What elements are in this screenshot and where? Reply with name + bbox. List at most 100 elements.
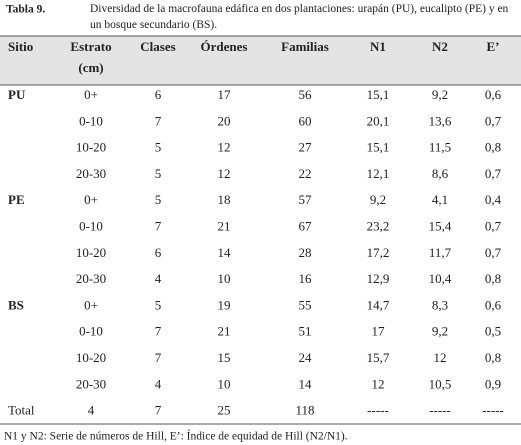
- cell: 0-10: [79, 113, 103, 128]
- cell: 0+: [84, 297, 98, 312]
- cell: 10: [218, 376, 231, 391]
- cell: 4: [155, 271, 162, 286]
- cell: 8,3: [432, 297, 448, 312]
- total-cell: -----: [367, 403, 389, 418]
- cell: 67: [299, 218, 313, 233]
- caption-text: Diversidad de la macrofauna edáfica en d…: [90, 3, 509, 31]
- cell: 0,6: [485, 87, 502, 102]
- cell: 12,1: [367, 166, 390, 181]
- cell: 18: [218, 192, 231, 207]
- cell: 0,8: [485, 140, 501, 155]
- cell: 0,8: [485, 271, 501, 286]
- cell: 5: [155, 166, 162, 181]
- column-header: Sitio: [8, 39, 33, 54]
- cell: 12: [372, 376, 385, 391]
- cell: 20-30: [76, 376, 106, 391]
- caption-box: Diversidad de la macrofauna edáfica en d…: [90, 3, 509, 31]
- cell: 9,2: [432, 324, 448, 339]
- cell: 0-10: [79, 218, 103, 233]
- cell: 24: [299, 350, 313, 365]
- cell: 21: [218, 324, 231, 339]
- site-label: PU: [8, 87, 26, 102]
- cell: 5: [155, 297, 162, 312]
- cell: 14,7: [367, 297, 390, 312]
- header-bg: [0, 36, 521, 85]
- cell: 10,5: [429, 376, 452, 391]
- total-cell: -----: [429, 403, 451, 418]
- cell: 17: [218, 87, 232, 102]
- cell: 20: [218, 113, 231, 128]
- cell: 0,8: [485, 350, 501, 365]
- total-label: Total: [8, 403, 35, 418]
- cell: 7: [155, 218, 162, 233]
- cell: 7: [155, 113, 162, 128]
- cell: 0,9: [485, 376, 501, 391]
- cell: 21: [218, 218, 231, 233]
- column-header: Órdenes: [201, 39, 248, 54]
- cell: 51: [299, 324, 312, 339]
- column-header: N1: [370, 39, 386, 54]
- cell: 12: [218, 140, 231, 155]
- column-header: E’: [487, 39, 500, 54]
- cell: 5: [155, 140, 162, 155]
- cell: 27: [299, 140, 313, 155]
- cell: 57: [299, 192, 313, 207]
- cell: 0-10: [79, 324, 103, 339]
- cell: 17: [372, 324, 386, 339]
- column-header: Estrato: [70, 39, 111, 54]
- cell: 10,4: [429, 271, 452, 286]
- column-header: N2: [432, 39, 448, 54]
- cell: 6: [155, 87, 162, 102]
- total-cell: 4: [88, 403, 95, 418]
- cell: 17,2: [367, 245, 390, 260]
- cell: 0,7: [485, 218, 502, 233]
- cell: 0,6: [485, 297, 502, 312]
- cell: 6: [155, 245, 162, 260]
- cell: 9,2: [432, 87, 448, 102]
- cell: 55: [299, 297, 312, 312]
- cell: 13,6: [429, 113, 452, 128]
- cell: 11,5: [429, 140, 451, 155]
- cell: 15,4: [429, 218, 452, 233]
- cell: 0+: [84, 192, 98, 207]
- cell: 20-30: [76, 166, 106, 181]
- cell: 14: [218, 245, 232, 260]
- cell: 28: [299, 245, 312, 260]
- cell: 0,7: [485, 113, 502, 128]
- cell: 22: [299, 166, 312, 181]
- cell: 0+: [84, 87, 98, 102]
- caption-label: Tabla 9.: [6, 4, 45, 16]
- cell: 20-30: [76, 271, 106, 286]
- cell: 0,5: [485, 324, 501, 339]
- cell: 10-20: [76, 140, 106, 155]
- total-cell: 7: [155, 403, 162, 418]
- cell: 19: [218, 297, 231, 312]
- cell: 10: [218, 271, 231, 286]
- cell: 0,7: [485, 245, 502, 260]
- cell: 7: [155, 350, 162, 365]
- column-header: (cm): [78, 60, 103, 75]
- cell: 0,4: [485, 192, 502, 207]
- cell: 23,2: [367, 218, 390, 233]
- cell: 7: [155, 324, 162, 339]
- cell: 9,2: [370, 192, 386, 207]
- column-header: Familias: [281, 39, 329, 54]
- cell: 15: [218, 350, 231, 365]
- site-label: BS: [8, 297, 24, 312]
- cell: 11,7: [429, 245, 452, 260]
- cell: 4: [155, 376, 162, 391]
- total-cell: 25: [218, 403, 231, 418]
- cell: 14: [299, 376, 313, 391]
- cell: 20,1: [367, 113, 390, 128]
- cell: 12,9: [367, 271, 390, 286]
- cell: 4,1: [432, 192, 448, 207]
- cell: 0,7: [485, 166, 502, 181]
- total-cell: -----: [482, 403, 504, 418]
- cell: 8,6: [432, 166, 449, 181]
- cell: 56: [299, 87, 313, 102]
- cell: 5: [155, 192, 162, 207]
- cell: 60: [299, 113, 312, 128]
- footnote: N1 y N2: Serie de números de Hill, E’: Í…: [4, 429, 348, 443]
- cell: 12: [434, 350, 447, 365]
- total-cell: 118: [295, 403, 314, 418]
